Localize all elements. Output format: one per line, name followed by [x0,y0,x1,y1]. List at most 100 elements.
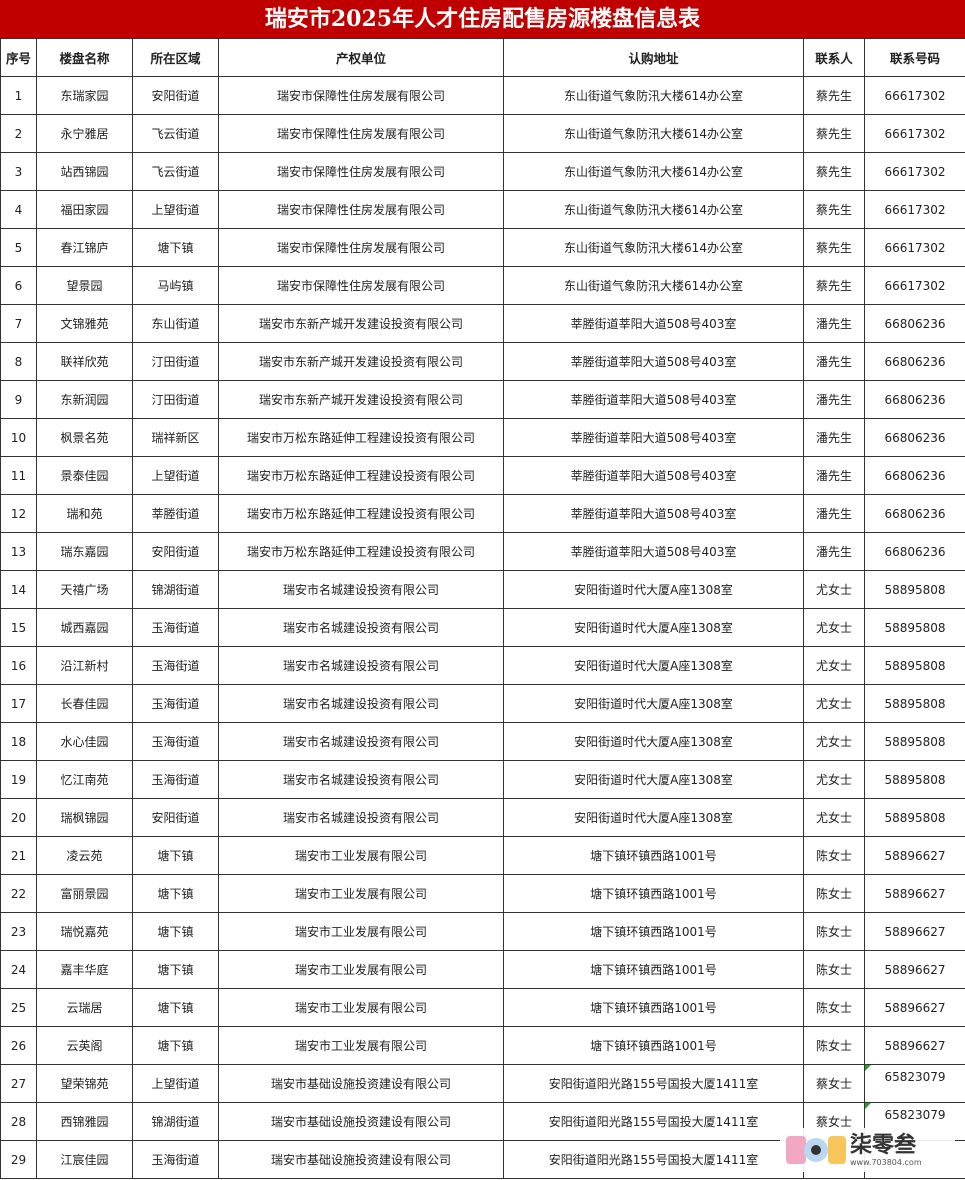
cell: 汀田街道 [132,380,219,419]
cell: 安阳街道时代大厦A座1308室 [503,684,804,723]
cell: 瑞安市基础设施投资建设有限公司 [218,1140,504,1179]
cell: 尤女士 [803,570,865,609]
cell: 瑞安市名城建设投资有限公司 [218,798,504,837]
cell: 瑞枫锦园 [36,798,133,837]
cell: 江宸佳园 [36,1140,133,1179]
cell: 尤女士 [803,646,865,685]
cell: 东瑞家园 [36,76,133,115]
row: 13 瑞东嘉园 安阳街道 瑞安市万松东路延伸工程建设投资有限公司 莘塍街道莘阳大道508… [0,532,965,571]
cell: 25 [0,988,37,1027]
cell: 66617302 [864,190,965,229]
cell: 瑞安市工业发展有限公司 [218,912,504,951]
row: 3 站西锦园 飞云街道 瑞安市保障性住房发展有限公司 东山街道气象防汛大楼614办公室蔡… [0,152,965,191]
cell: 天禧广场 [36,570,133,609]
row: 24 嘉丰华庭 塘下镇 瑞安市工业发展有限公司 塘下镇环镇西路1001号 陈女士 58896… [0,950,965,989]
cell: 瑞和苑 [36,494,133,533]
cell: 马屿镇 [132,266,219,305]
cell: 蔡先生 [803,114,865,153]
cell: 8 [0,342,37,381]
row: 22 富丽景园 塘下镇 瑞安市工业发展有限公司 塘下镇环镇西路1001号 陈女士 58896… [0,874,965,913]
cell: 东山街道气象防汛大楼614办公室 [503,152,804,191]
cell: 蔡先生 [803,266,865,305]
cell: 东新润园 [36,380,133,419]
cell: 陈女士 [803,950,865,989]
cell: 58896627 [864,1026,965,1065]
cell: 58896627 [864,988,965,1027]
comment-marker [865,1103,871,1109]
cell: 瑞安市名城建设投资有限公司 [218,760,504,799]
table: 序号 楼盘名称 所在区域 产权单位 认购地址 联系人 联系号码 1 东瑞家园 安阳街道 瑞安市保障… [0,38,965,1179]
cell: 安阳街道时代大厦A座1308室 [503,570,804,609]
cell: 5 [0,228,37,267]
cell: 66806236 [864,532,965,571]
cell: 瑞安市保障性住房发展有限公司 [218,228,504,267]
cell: 飞云街道 [132,152,219,191]
cell: 66617302 [864,114,965,153]
cell: 尤女士 [803,798,865,837]
cell: 58895808 [864,646,965,685]
comment-marker [865,1065,871,1071]
header-cell: 所在区域 [132,38,219,77]
cell: 上望街道 [132,190,219,229]
row: 6 望景园 马屿镇 瑞安市保障性住房发展有限公司 东山街道气象防汛大楼614办公室 蔡先生… [0,266,965,305]
cell: 安阳街道 [132,76,219,115]
cell: 塘下镇 [132,912,219,951]
cell: 瑞悦嘉苑 [36,912,133,951]
cell: 安阳街道阳光路155号国投大厦1411室 [503,1102,804,1141]
cell: 3 [0,152,37,191]
cell: 58895808 [864,760,965,799]
row: 27 望荣锦苑 上望街道 瑞安市基础设施投资建设有限公司 安阳街道阳光路155号国投大厦… [0,1064,965,1103]
cell: 飞云街道 [132,114,219,153]
cell: 瑞安市名城建设投资有限公司 [218,608,504,647]
cell: 7 [0,304,37,343]
cell: 上望街道 [132,1064,219,1103]
cell: 蔡女士 [803,1064,865,1103]
cell: 20 [0,798,37,837]
header-cell: 楼盘名称 [36,38,133,77]
cell: 云英阁 [36,1026,133,1065]
row: 4 福田家园 上望街道 瑞安市保障性住房发展有限公司 东山街道气象防汛大楼614办公室蔡… [0,190,965,229]
logo [786,1136,846,1164]
row: 29 江宸佳园 玉海街道 瑞安市基础设施投资建设有限公司 安阳街道阳光路155号国投大厦… [0,1140,965,1179]
cell: 瑞安市万松东路延伸工程建设投资有限公司 [218,494,504,533]
cell: 玉海街道 [132,722,219,761]
cell: 蔡先生 [803,190,865,229]
cell: 66617302 [864,76,965,115]
cell: 站西锦园 [36,152,133,191]
cell: 58896627 [864,950,965,989]
cell: 玉海街道 [132,684,219,723]
cell: 11 [0,456,37,495]
cell: 潘先生 [803,494,865,533]
cell: 瑞东嘉园 [36,532,133,571]
cell: 东山街道气象防汛大楼614办公室 [503,190,804,229]
cell: 安阳街道 [132,798,219,837]
header-cell: 序号 [0,38,37,77]
cell: 东山街道气象防汛大楼614办公室 [503,228,804,267]
cell: 66617302 [864,228,965,267]
cell: 58895808 [864,570,965,609]
row: 7 文锦雅苑 东山街道 瑞安市东新产城开发建设投资有限公司 莘塍街道莘阳大道508号40… [0,304,965,343]
cell: 蔡先生 [803,76,865,115]
cell: 塘下镇 [132,836,219,875]
cell: 66806236 [864,380,965,419]
cell: 莘塍街道莘阳大道508号403室 [503,342,804,381]
cell: 玉海街道 [132,608,219,647]
cell: 瑞安市工业发展有限公司 [218,988,504,1027]
cell: 永宁雅居 [36,114,133,153]
cell: 塘下镇环镇西路1001号 [503,988,804,1027]
cell: 莘塍街道莘阳大道508号403室 [503,494,804,533]
cell: 尤女士 [803,608,865,647]
cell: 莘塍街道莘阳大道508号403室 [503,304,804,343]
cell: 瑞安市东新产城开发建设投资有限公司 [218,304,504,343]
cell: 嘉丰华庭 [36,950,133,989]
cell: 东山街道气象防汛大楼614办公室 [503,114,804,153]
title: 瑞安市2025年人才住房配售房源楼盘信息表 [0,0,965,38]
cell: 东山街道气象防汛大楼614办公室 [503,76,804,115]
cell: 瑞安市保障性住房发展有限公司 [218,76,504,115]
cell: 塘下镇环镇西路1001号 [503,912,804,951]
cell: 东山街道气象防汛大楼614办公室 [503,266,804,305]
cell: 16 [0,646,37,685]
row: 15 城西嘉园 玉海街道 瑞安市名城建设投资有限公司 安阳街道时代大厦A座1308室 尤女… [0,608,965,647]
cell: 莘塍街道 [132,494,219,533]
